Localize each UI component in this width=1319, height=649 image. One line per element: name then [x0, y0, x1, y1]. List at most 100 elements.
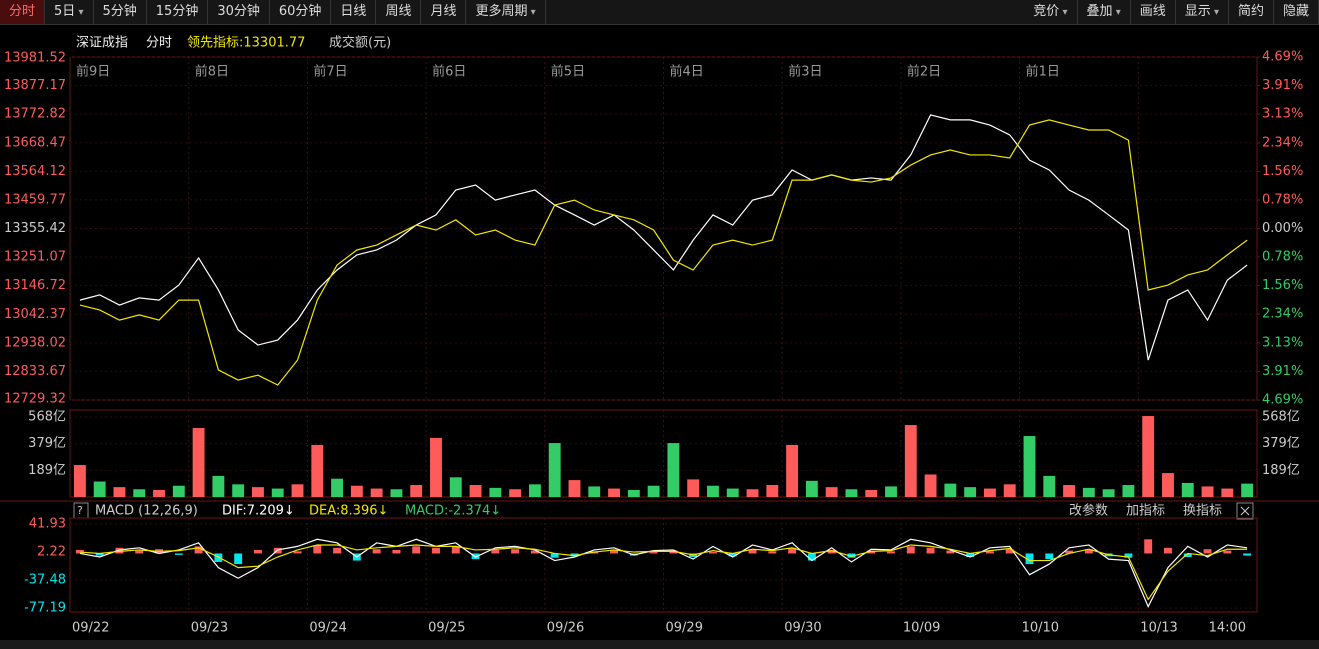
y-tick-label-right: 189亿 [1262, 463, 1300, 478]
macd-bar [432, 547, 440, 554]
day-label: 前1日 [1026, 64, 1060, 80]
toolbar-button[interactable]: 叠加 [1078, 0, 1131, 24]
toolbar-button[interactable]: 简约 [1229, 0, 1274, 24]
volume-bar [271, 488, 284, 497]
macd-bar [768, 551, 777, 554]
volume-bar [944, 483, 957, 497]
volume-bar [1122, 485, 1135, 497]
panel-button: 改参数 [1069, 503, 1108, 519]
toolbar-button[interactable]: 更多周期 [466, 0, 546, 24]
macd-legend: MACD:-2.374↓ [405, 504, 501, 519]
y2-tick-label: 4.69% [1262, 50, 1303, 65]
volume-bar [865, 489, 878, 497]
macd-bar [293, 551, 302, 554]
volume-bar [133, 489, 146, 497]
toolbar-button[interactable]: 30分钟 [208, 0, 270, 24]
macd-bar [788, 547, 797, 554]
volume-bar [73, 465, 86, 497]
leading-indicator: 领先指标:13301.77 [187, 36, 305, 51]
toolbar-button[interactable]: 隐藏 [1274, 0, 1319, 24]
day-label: 前8日 [195, 64, 229, 80]
toolbar-button[interactable]: 显示 [1176, 0, 1229, 24]
macd-bar [1144, 539, 1153, 554]
volume-bar [410, 485, 423, 497]
toolbar-button[interactable]: 竞价 [1024, 0, 1078, 24]
volume-bar [924, 474, 937, 497]
x-tick-label: 10/10 [1022, 621, 1059, 636]
y2-tick-label: 1.56% [1262, 164, 1303, 179]
macd-bar [966, 553, 975, 558]
x-tick-label: 09/25 [428, 621, 465, 636]
y-tick-label: -37.48 [24, 572, 66, 587]
day-label: 前5日 [551, 64, 585, 80]
bottom-tabs [0, 640, 1319, 649]
macd-bar [253, 549, 262, 554]
y2-tick-label: 3.91% [1262, 364, 1303, 379]
toolbar-button[interactable]: 60分钟 [270, 0, 332, 24]
volume-bar [726, 488, 739, 497]
y-tick-label: 13772.82 [4, 107, 66, 122]
x-tick-label: 10/13 [1140, 621, 1177, 636]
day-label: 前3日 [788, 64, 822, 80]
macd-bar [333, 547, 342, 554]
toolbar-button[interactable]: 分时 [0, 0, 46, 24]
y-tick-label: 13146.72 [4, 278, 66, 293]
volume-bar [667, 443, 680, 497]
chart-area: 深证成指 分时 领先指标:13301.77 成交额(元) ? 13981.52 1… [0, 25, 1319, 649]
time-label: 14:00 [1209, 621, 1246, 636]
toolbar-button[interactable]: 15分钟 [147, 0, 209, 24]
toolbar-button[interactable]: 日线 [331, 0, 377, 24]
volume-bar [192, 428, 205, 497]
close-button[interactable] [1236, 502, 1254, 520]
unit: 成交额(元) [329, 35, 391, 51]
macd-bar [926, 547, 935, 554]
x-tick-label: 10/09 [903, 621, 940, 636]
toolbar-button[interactable]: 画线 [1131, 0, 1176, 24]
macd-bar [748, 549, 757, 554]
macd-bar [1005, 549, 1014, 554]
macd-params: MACD (12,26,9) [95, 504, 198, 519]
day-label: 前2日 [907, 64, 941, 80]
y2-tick-label: 1.56% [1262, 278, 1303, 293]
y2-tick-label: 4.69% [1262, 393, 1303, 408]
volume-bar [528, 484, 541, 497]
toolbar-button[interactable]: 5日 [45, 0, 94, 24]
day-label: 前9日 [76, 64, 110, 80]
macd-bar [135, 550, 144, 554]
macd-bar [194, 546, 203, 554]
volume-bar [1181, 482, 1194, 497]
macd-bar [1025, 553, 1034, 565]
y-tick-label: 13251.07 [4, 250, 66, 265]
volume-bar [805, 480, 818, 497]
macd-bar [550, 553, 559, 558]
y-tick-label: 379亿 [28, 436, 66, 451]
mode: 分时 [146, 36, 172, 51]
macd-bar [1164, 547, 1172, 554]
volume-bar [845, 489, 858, 497]
volume-bar [1201, 486, 1214, 497]
toolbar-button[interactable]: 周线 [376, 0, 422, 24]
series-line [79, 119, 1248, 386]
x-tick-label: 09/24 [309, 621, 346, 636]
macd-bar [1124, 553, 1133, 558]
toolbar-button[interactable]: 月线 [421, 0, 467, 24]
x-tick-label: 09/26 [547, 621, 584, 636]
volume-bar [469, 485, 482, 497]
macd-bar [649, 552, 658, 554]
macd-bar [530, 550, 539, 554]
macd-bar [610, 549, 618, 554]
volume-bar [548, 443, 561, 497]
macd-bar [827, 549, 836, 554]
volume-bar [1003, 484, 1016, 497]
volume-bar [430, 437, 442, 497]
series-line [79, 544, 1248, 601]
macd-bar [1084, 549, 1093, 554]
volume-bar [766, 485, 779, 497]
toolbar-button[interactable]: 5分钟 [94, 0, 147, 24]
volume-bar [1221, 488, 1234, 497]
y-tick-label: 13981.52 [4, 51, 66, 66]
volume-bar [885, 486, 897, 497]
toolbar: 分时5日5分钟15分钟30分钟60分钟日线周线月线更多周期 竞价叠加画线显示简约隐… [0, 0, 1319, 25]
y2-tick-label: 0.00% [1262, 221, 1303, 236]
macd-bar [491, 549, 500, 554]
